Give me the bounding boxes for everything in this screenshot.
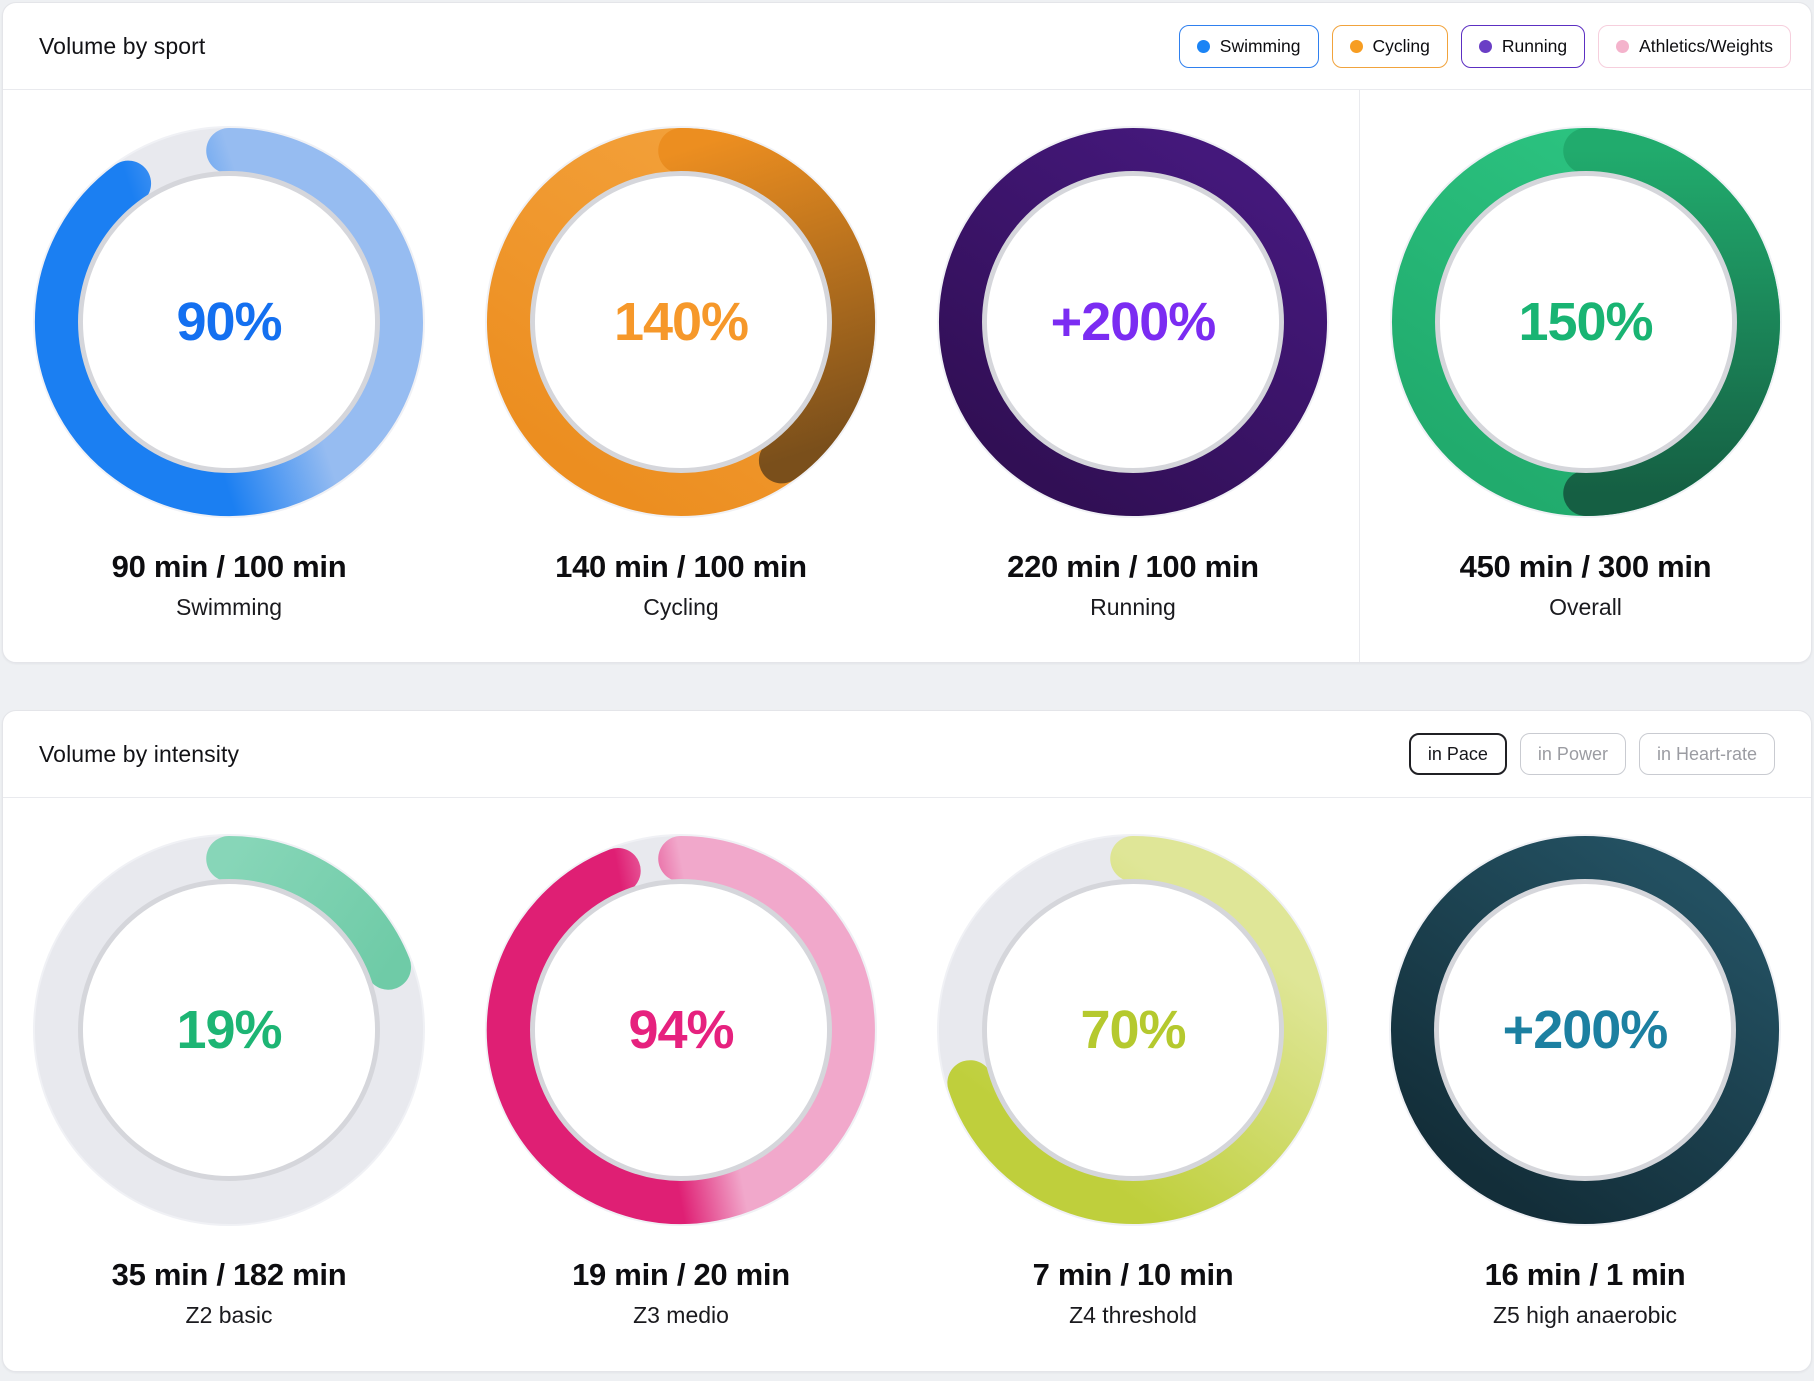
sport-gauges: 90% 90 min / 100 min Swimming 140% 140 m… — [3, 90, 1811, 663]
z2-gauge-value: 19% — [176, 1000, 282, 1061]
swimming-ring-chart — [32, 125, 426, 519]
toggle-in-power[interactable]: in Power — [1519, 733, 1626, 776]
cycling-label: Cycling — [643, 594, 719, 621]
z4-label: Z4 threshold — [1069, 1302, 1197, 1329]
z4-gauge-value: 70% — [1080, 1000, 1186, 1061]
gauge-cell-running: +200% 220 min / 100 min Running — [907, 90, 1359, 662]
z3-gauge-value: 94% — [628, 1000, 734, 1061]
swimming-label: Swimming — [175, 594, 283, 621]
gauge-cell-swimming: 90% 90 min / 100 min Swimming — [3, 90, 455, 662]
cycling-dot-icon — [1349, 39, 1363, 53]
cycling-gauge-value: 140% — [613, 292, 749, 352]
legend-athletics-weights[interactable]: Athletics/Weights — [1598, 24, 1791, 68]
gauge-cell-z5: +200% 16 min / 1 min Z5 high anaerobic — [1359, 798, 1811, 1370]
intensity-card-title: Volume by intensity — [39, 740, 240, 767]
legend-running-label: Running — [1501, 35, 1568, 56]
legend-swimming[interactable]: Swimming — [1178, 24, 1319, 68]
legend-cycling[interactable]: Cycling — [1331, 24, 1448, 68]
z2-label: Z2 basic — [185, 1302, 273, 1329]
gauge-cell-z2: 19% 35 min / 182 min Z2 basic — [3, 798, 455, 1370]
overall-gauge-value: 150% — [1518, 292, 1653, 352]
legend-running[interactable]: Running — [1460, 24, 1586, 68]
gauge-cell-z4: 70% 7 min / 10 min Z4 threshold — [907, 798, 1359, 1370]
athletics-dot-icon — [1616, 39, 1630, 53]
running-dot-icon — [1478, 39, 1492, 53]
swimming-minutes: 90 min / 100 min — [111, 549, 347, 584]
z5-gauge: +200% — [1387, 832, 1783, 1228]
z5-gauge-value: +200% — [1502, 1000, 1669, 1061]
z3-label: Z3 medio — [633, 1302, 729, 1329]
sport-card-header: Volume by sport Swimming Cycling Running… — [3, 3, 1811, 90]
intensity-card-header: Volume by intensity in Pace in Power in … — [3, 711, 1811, 799]
overall-gauge: 150% — [1388, 124, 1784, 520]
volume-by-sport-card: Volume by sport Swimming Cycling Running… — [2, 2, 1812, 664]
z4-gauge: 70% — [935, 832, 1331, 1228]
toggle-in-pace[interactable]: in Pace — [1408, 733, 1507, 776]
volume-by-intensity-card: Volume by intensity in Pace in Power in … — [2, 710, 1812, 1372]
z4-ring-chart — [936, 834, 1330, 1227]
z4-minutes: 7 min / 10 min — [1032, 1257, 1234, 1293]
running-gauge: +200% — [935, 124, 1331, 520]
running-label: Running — [1090, 594, 1176, 621]
gauge-cell-overall: 150% 450 min / 300 min Overall — [1359, 90, 1811, 663]
z3-minutes: 19 min / 20 min — [572, 1257, 790, 1293]
overall-ring-chart — [1389, 125, 1782, 519]
overall-label: Overall — [1549, 594, 1622, 621]
legend-athletics-label: Athletics/Weights — [1639, 35, 1773, 56]
intensity-gauges: 19% 35 min / 182 min Z2 basic 94% 19 min… — [3, 798, 1811, 1370]
cycling-ring-chart — [484, 125, 878, 519]
z3-ring-chart — [484, 834, 878, 1227]
cycling-minutes: 140 min / 100 min — [555, 549, 807, 584]
swimming-gauge: 90% — [31, 124, 427, 520]
legend-cycling-label: Cycling — [1372, 35, 1430, 56]
z2-minutes: 35 min / 182 min — [111, 1257, 347, 1293]
z5-label: Z5 high anaerobic — [1492, 1302, 1678, 1329]
legend-swimming-label: Swimming — [1219, 35, 1301, 56]
gauge-cell-cycling: 140% 140 min / 100 min Cycling — [455, 90, 907, 662]
toggle-in-heart-rate[interactable]: in Heart-rate — [1638, 733, 1775, 776]
z5-minutes: 16 min / 1 min — [1484, 1257, 1686, 1293]
running-ring-chart — [936, 125, 1330, 519]
z5-ring-chart — [1388, 834, 1782, 1227]
sport-card-title: Volume by sport — [39, 32, 206, 59]
running-minutes: 220 min / 100 min — [1007, 549, 1259, 584]
intensity-unit-toggles: in Pace in Power in Heart-rate — [1408, 733, 1791, 776]
swimming-gauge-value: 90% — [176, 292, 282, 352]
cycling-gauge: 140% — [483, 124, 879, 520]
z2-gauge: 19% — [31, 832, 427, 1228]
z2-ring-chart — [32, 834, 426, 1227]
gauge-cell-z3: 94% 19 min / 20 min Z3 medio — [455, 798, 907, 1370]
overall-minutes: 450 min / 300 min — [1459, 549, 1712, 584]
running-gauge-value: +200% — [1050, 292, 1217, 352]
swimming-dot-icon — [1196, 39, 1210, 53]
sport-legend: Swimming Cycling Running Athletics/Weigh… — [1178, 24, 1791, 68]
z3-gauge: 94% — [483, 832, 879, 1228]
